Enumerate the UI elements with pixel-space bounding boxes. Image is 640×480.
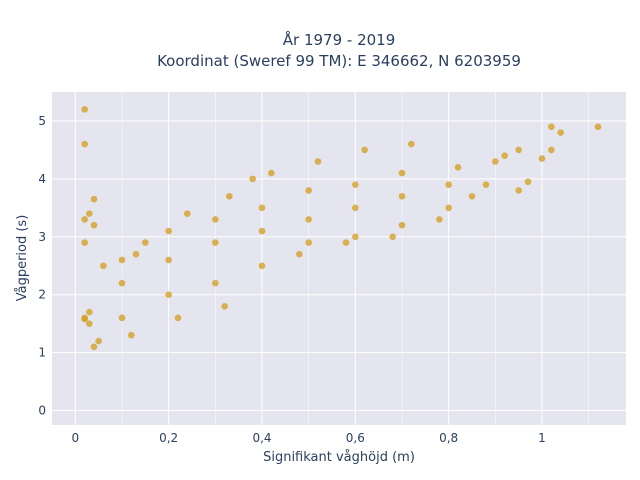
x-tick-label: 1 (538, 431, 546, 445)
data-point (86, 210, 93, 217)
y-tick-label: 0 (38, 404, 46, 418)
data-point (174, 314, 182, 322)
data-point (100, 262, 107, 270)
y-tick-label: 1 (38, 346, 46, 360)
data-point (90, 221, 98, 229)
data-point (258, 204, 266, 212)
data-point (258, 227, 266, 235)
y-tick-label: 3 (38, 230, 46, 244)
data-point (221, 302, 228, 310)
data-point (95, 337, 102, 345)
data-point (557, 129, 564, 136)
data-point (165, 291, 172, 298)
data-point (352, 233, 359, 241)
data-point (81, 216, 88, 223)
data-point (501, 152, 508, 160)
data-point (128, 331, 135, 339)
data-point (165, 256, 172, 264)
data-point (81, 106, 88, 113)
data-point (86, 308, 93, 316)
data-point (118, 314, 126, 322)
data-point (524, 178, 532, 186)
chart-title-line-2: Koordinat (Sweref 99 TM): E 346662, N 62… (157, 52, 521, 70)
data-point (445, 204, 452, 212)
data-point (515, 146, 522, 154)
data-point (305, 187, 312, 194)
data-point (142, 239, 149, 246)
tick-labels: 0 0,2 0,4 0,6 0,8 1 0 1 2 3 4 5 (38, 114, 545, 445)
data-point (268, 169, 275, 177)
y-tick-label: 2 (38, 288, 46, 302)
data-point (226, 192, 233, 200)
data-point (445, 181, 452, 188)
data-point (389, 233, 396, 241)
data-point (212, 279, 219, 287)
data-point (398, 221, 406, 229)
data-point (305, 216, 312, 223)
data-point (86, 320, 93, 327)
data-point (81, 315, 88, 323)
data-point (352, 181, 359, 188)
data-point (342, 239, 350, 246)
data-point (398, 192, 406, 200)
x-tick-label: 0,4 (252, 431, 271, 445)
x-tick-label: 0,8 (439, 431, 458, 445)
data-point (361, 146, 368, 154)
data-point (249, 175, 256, 183)
data-point (482, 181, 490, 188)
x-tick-label: 0,6 (346, 431, 365, 445)
data-point (132, 250, 140, 258)
data-point (468, 192, 476, 200)
data-point (90, 343, 98, 351)
data-point (90, 195, 98, 203)
y-tick-label: 4 (38, 172, 46, 186)
x-axis-title: Signifikant våghöjd (m) (263, 450, 415, 465)
data-point (165, 227, 172, 235)
grid-lines (52, 92, 626, 425)
data-point (305, 239, 312, 246)
data-point (398, 169, 406, 177)
plot-background (52, 92, 626, 425)
data-point (492, 158, 499, 165)
data-point (184, 210, 191, 217)
data-point (548, 123, 555, 131)
x-tick-label: 0,2 (159, 431, 178, 445)
data-point (212, 239, 219, 246)
data-point (212, 216, 219, 223)
data-point (436, 216, 443, 223)
data-point (515, 187, 522, 194)
data-point (81, 239, 88, 246)
data-point (81, 140, 88, 148)
data-point (314, 158, 322, 165)
data-point (118, 279, 126, 287)
y-axis-title: Vågperiod (s) (15, 215, 30, 302)
data-point (118, 256, 126, 264)
data-point (454, 163, 462, 171)
data-points (81, 106, 602, 351)
data-point (258, 262, 266, 270)
data-point (296, 250, 303, 258)
data-point (538, 155, 546, 162)
data-point (548, 146, 555, 154)
chart-title-line-1: År 1979 - 2019 (283, 30, 396, 49)
data-point (408, 140, 415, 148)
data-point (594, 123, 602, 131)
x-tick-label: 0 (72, 431, 80, 445)
y-tick-label: 5 (38, 114, 46, 128)
data-point (352, 204, 359, 212)
